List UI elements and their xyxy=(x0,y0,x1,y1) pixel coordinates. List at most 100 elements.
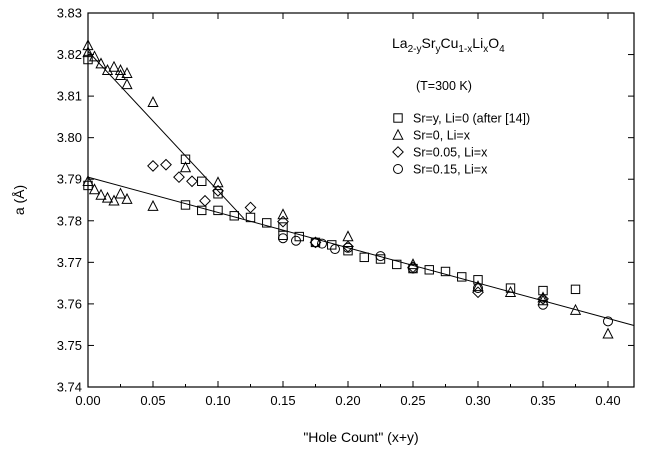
y-tick-label: 3.75 xyxy=(57,338,82,353)
x-tick-label: 0.00 xyxy=(75,393,100,408)
diamond-data-point xyxy=(147,160,159,172)
triangle-data-point xyxy=(147,96,159,108)
diamond-data-point xyxy=(537,292,549,305)
square-data-point xyxy=(392,259,402,270)
triangle-data-point xyxy=(114,187,127,199)
y-tick-label: 3.74 xyxy=(57,380,82,395)
legend-diamond-icon xyxy=(392,146,404,158)
x-tick-label: 0.35 xyxy=(530,393,555,408)
triangle-data-point xyxy=(179,161,192,173)
x-tick-label: 0.20 xyxy=(335,393,360,408)
triangle-data-point xyxy=(121,192,133,204)
triangle-data-point xyxy=(95,188,107,200)
diamond-data-point xyxy=(212,184,224,197)
circle-data-point xyxy=(330,244,340,255)
legend-entry: Sr=0, Li=x xyxy=(413,129,471,143)
circle-data-point xyxy=(278,233,288,244)
circle-data-point xyxy=(603,316,613,327)
circle-data-point xyxy=(317,238,327,249)
fit-line xyxy=(87,176,635,326)
y-tick-label: 3.83 xyxy=(57,6,82,21)
square-data-point xyxy=(343,245,353,256)
legend-entry: Sr=0.15, Li=x xyxy=(413,163,488,177)
square-data-point xyxy=(505,283,516,293)
triangle-data-point xyxy=(147,199,159,211)
legend-square-icon xyxy=(393,113,403,123)
triangle-data-point xyxy=(82,46,94,58)
triangle-data-point xyxy=(212,176,224,188)
square-data-point xyxy=(83,54,93,65)
x-axis-label: "Hole Count" (x+y) xyxy=(303,429,418,445)
square-data-point xyxy=(180,200,191,210)
diamond-data-point xyxy=(173,171,185,184)
plot-frame xyxy=(87,12,635,388)
y-tick-label: 3.80 xyxy=(57,130,82,145)
triangle-data-point xyxy=(537,291,549,303)
square-data-point xyxy=(440,266,451,277)
square-data-point xyxy=(570,284,581,295)
square-data-point xyxy=(262,218,272,228)
y-tick-label: 3.81 xyxy=(57,89,82,104)
legend: Sr=y, Li=0 (after [14]) Sr=0, Li=x Sr=0.05… xyxy=(392,112,530,177)
legend-circle-icon xyxy=(393,164,403,174)
square-data-point xyxy=(213,189,223,199)
x-tick-label: 0.10 xyxy=(205,393,230,408)
square-data-point xyxy=(375,254,386,264)
triangle-data-point xyxy=(602,327,614,339)
diamond-data-point xyxy=(244,201,257,214)
triangle-data-point xyxy=(504,285,517,297)
y-tick-label: 3.76 xyxy=(57,296,82,311)
triangle-data-point xyxy=(82,39,94,51)
y-tick-label: 3.77 xyxy=(57,255,82,270)
square-data-point xyxy=(229,211,239,221)
square-data-point xyxy=(213,205,223,216)
triangle-data-point xyxy=(95,57,107,69)
triangle-data-point xyxy=(108,60,120,72)
legend-entry: Sr=0.05, Li=x xyxy=(413,146,488,160)
x-tick-label: 0.30 xyxy=(465,393,490,408)
triangle-data-point xyxy=(108,194,120,206)
triangle-data-point xyxy=(121,66,133,78)
formula-annotation: La2-ySryCu1-xLixO4 xyxy=(392,35,505,55)
square-data-point xyxy=(197,205,207,216)
square-data-point xyxy=(359,252,369,263)
triangle-data-point xyxy=(342,230,354,242)
y-tick-label: 3.82 xyxy=(57,47,82,62)
x-tick-label: 0.25 xyxy=(400,393,425,408)
triangle-data-point xyxy=(88,50,101,62)
diamond-data-point xyxy=(160,158,172,171)
triangle-data-point xyxy=(101,64,114,76)
circle-data-point xyxy=(408,263,418,274)
triangle-data-point xyxy=(88,183,101,195)
triangle-data-point xyxy=(472,280,484,292)
diamond-data-point xyxy=(186,175,198,188)
square-data-point xyxy=(278,230,288,241)
x-tick-label: 0.15 xyxy=(270,393,295,408)
legend-triangle-icon xyxy=(392,128,404,140)
circle-data-point xyxy=(538,299,548,310)
circle-data-point xyxy=(310,237,321,248)
circle-data-point xyxy=(473,283,483,294)
y-tick-label: 3.78 xyxy=(57,213,82,228)
triangle-data-point xyxy=(569,303,582,315)
triangle-data-point xyxy=(121,78,133,90)
circle-data-point xyxy=(375,251,386,262)
circle-data-point xyxy=(343,242,353,253)
square-data-point xyxy=(197,176,207,187)
diamond-data-point xyxy=(277,215,289,228)
legend-entry: Sr=y, Li=0 (after [14]) xyxy=(413,112,530,126)
square-data-point xyxy=(457,272,467,282)
x-tick-label: 0.05 xyxy=(140,393,165,408)
triangle-data-point xyxy=(82,175,94,186)
temperature-annotation: (T=300 K) xyxy=(416,79,472,93)
triangle-data-point xyxy=(101,191,114,203)
diamond-data-point xyxy=(199,194,211,207)
x-tick-label: 0.40 xyxy=(595,393,620,408)
y-axis-label: a (Å) xyxy=(11,185,27,215)
triangle-data-point xyxy=(114,64,127,76)
triangle-data-point xyxy=(277,208,289,220)
fit-line xyxy=(87,50,245,220)
circle-data-point xyxy=(291,235,301,246)
square-data-point xyxy=(424,265,434,275)
